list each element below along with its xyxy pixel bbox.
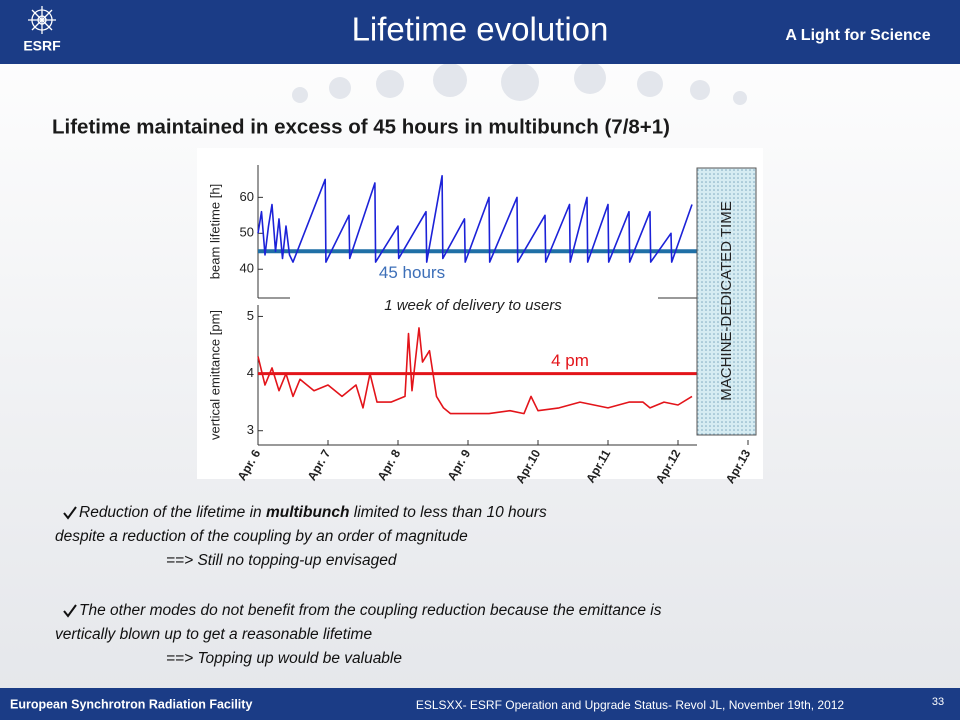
y-tick-label: 60 [240, 189, 254, 204]
y-tick-label: 40 [240, 261, 254, 276]
logo-mark [28, 6, 56, 34]
bullet-text: despite a reduction of the coupling by a… [55, 528, 468, 545]
bullet-text: Reduction of the lifetime in [79, 504, 266, 521]
series-line [257, 175, 693, 263]
y-tick-label: 50 [240, 225, 254, 240]
series-line [257, 327, 693, 415]
reference-label: 4 pm [551, 351, 589, 370]
tagline: A Light for Science [785, 27, 930, 44]
subtitle: Lifetime maintained in excess of 45 hour… [52, 115, 670, 138]
bullet-line: Reduction of the lifetime in multibunch … [79, 504, 547, 521]
y-axis-label: beam lifetime [h] [207, 184, 222, 279]
bullet-text: The other modes do not benefit from the … [79, 602, 662, 619]
bullet-text: ==> Topping up would be valuable [166, 650, 402, 667]
delivery-label: 1 week of delivery to users [384, 297, 562, 314]
machine-box [696, 167, 757, 436]
machine-label: MACHINE-DEDICATED TIME [718, 201, 735, 400]
bullet-text: limited to less than 10 hours [350, 504, 548, 521]
delivery-bg [290, 296, 658, 316]
bullet-text: ==> Still no topping-up envisaged [166, 552, 398, 569]
check-icon [63, 604, 77, 618]
slide-title: Lifetime evolution [352, 11, 609, 48]
y-tick-label: 4 [247, 365, 254, 380]
bullet-line: The other modes do not benefit from the … [79, 602, 662, 619]
footer-left: European Synchrotron Radiation Facility [10, 697, 252, 711]
bullet-line: ==> Still no topping-up envisaged [166, 552, 398, 569]
page-number: 33 [932, 696, 944, 708]
footer-bar [0, 688, 960, 720]
check-icon [63, 506, 77, 520]
chart: 40 50 60 beam lifetime [h] 45 hours 3 4 5 vertic… [207, 165, 754, 486]
bullet-line: ==> Topping up would be valuable [166, 650, 402, 667]
footer-center: ESLSXX- ESRF Operation and Upgrade Statu… [416, 698, 845, 712]
bullet-text: multibunch [266, 504, 350, 521]
bullet-line: despite a reduction of the coupling by a… [55, 528, 468, 545]
y-tick-label: 3 [247, 422, 254, 437]
logo-text: ESRF [23, 38, 61, 54]
bullet-line: vertically blown up to get a reasonable … [55, 626, 372, 643]
y-tick-label: 5 [247, 308, 254, 323]
reference-label: 45 hours [379, 263, 445, 282]
decor-dots [292, 62, 747, 105]
header-bar [0, 0, 960, 64]
bullets: Reduction of the lifetime in multibunch … [55, 504, 662, 667]
bullet-text: vertically blown up to get a reasonable … [55, 626, 372, 643]
y-axis-label: vertical emittance [pm] [207, 310, 222, 440]
